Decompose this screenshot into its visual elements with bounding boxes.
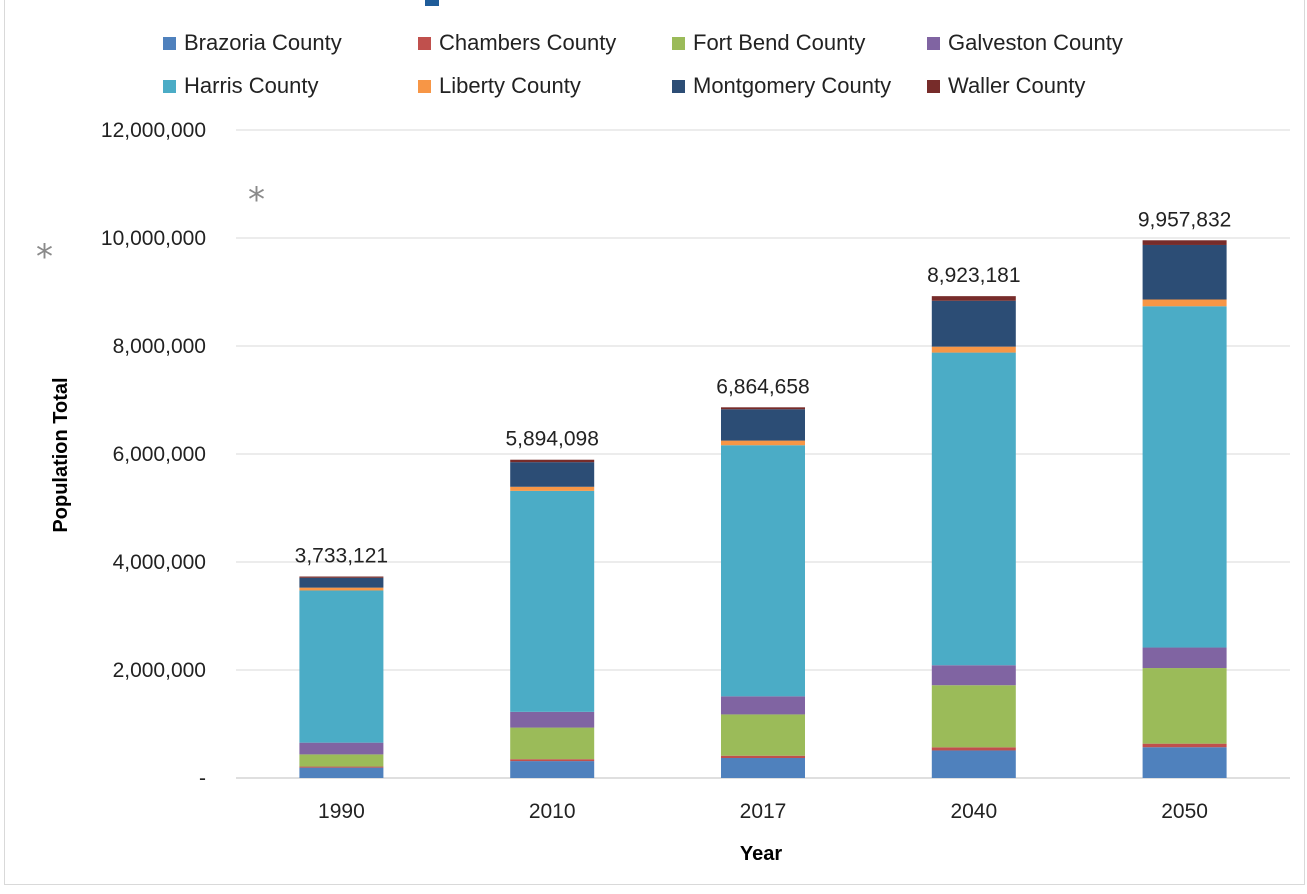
bar-segment bbox=[510, 486, 595, 491]
legend-label-chambers: Chambers County bbox=[439, 30, 617, 55]
bar-segment bbox=[510, 759, 595, 762]
y-tick-label: 4,000,000 bbox=[113, 551, 206, 574]
bar-segment bbox=[299, 742, 384, 755]
bar-segment bbox=[510, 462, 595, 487]
legend-swatch-chambers bbox=[418, 36, 431, 50]
legend-swatch-galveston bbox=[927, 36, 940, 50]
legend-item-liberty: Liberty County bbox=[418, 73, 581, 99]
bar-segment bbox=[721, 440, 805, 446]
bar-segment bbox=[721, 714, 805, 756]
legend-swatch-harris bbox=[163, 79, 176, 93]
legend-label-brazoria: Brazoria County bbox=[184, 30, 342, 55]
legend-item-montgomery: Montgomery County bbox=[672, 73, 891, 99]
bar-segment bbox=[510, 711, 595, 728]
x-tick-label: 2017 bbox=[740, 800, 787, 823]
y-tick-label: 2,000,000 bbox=[113, 659, 206, 682]
bar-segment bbox=[299, 587, 384, 591]
y-tick-label: 12,000,000 bbox=[101, 119, 206, 142]
bar-segment bbox=[721, 696, 805, 715]
bar-segment bbox=[510, 490, 595, 712]
bar-segment bbox=[931, 352, 1016, 666]
bar-segment bbox=[721, 445, 805, 697]
legend-swatch-waller bbox=[927, 79, 940, 93]
bar-segment bbox=[931, 747, 1016, 751]
bar-segment bbox=[1142, 299, 1227, 307]
bar-segment bbox=[299, 577, 384, 588]
total-labels: 3,733,121 5,894,098 6,864,658 8,923,181 9,95… bbox=[295, 208, 1232, 567]
x-tick-label: 1990 bbox=[318, 800, 365, 823]
legend-item-waller: Waller County bbox=[927, 73, 1085, 99]
bar-segment bbox=[931, 665, 1016, 686]
y-axis-title: Population Total bbox=[50, 377, 72, 532]
bar-segment bbox=[510, 727, 595, 760]
bar-segment bbox=[510, 459, 595, 463]
y-tick-label: 6,000,000 bbox=[113, 443, 206, 466]
title-fragment bbox=[425, 0, 439, 6]
y-tick-label: - bbox=[199, 767, 206, 790]
y-tick-label: 8,000,000 bbox=[113, 335, 206, 358]
bars bbox=[299, 240, 1227, 778]
bar-segment bbox=[721, 758, 805, 778]
bar-segment bbox=[1142, 244, 1227, 300]
bar-segment bbox=[1142, 647, 1227, 669]
legend-label-fort-bend: Fort Bend County bbox=[693, 30, 866, 55]
bar-segment bbox=[299, 590, 384, 743]
bar-segment bbox=[721, 755, 805, 759]
legend-swatch-fort-bend bbox=[672, 36, 685, 50]
total-label: 5,894,098 bbox=[505, 428, 598, 451]
bar-segment bbox=[721, 407, 805, 410]
bar-segment bbox=[299, 754, 384, 767]
bar-segment bbox=[931, 750, 1016, 778]
bar-segment bbox=[1142, 306, 1227, 648]
legend-item-harris: Harris County bbox=[163, 73, 318, 99]
chart-frame bbox=[4, 0, 1305, 885]
bar-segment bbox=[299, 766, 384, 768]
bar-segment bbox=[931, 296, 1016, 301]
legend-item-brazoria: Brazoria County bbox=[163, 30, 342, 56]
bar-segment bbox=[931, 685, 1016, 748]
total-label: 9,957,832 bbox=[1138, 208, 1231, 231]
x-axis-title: Year bbox=[740, 843, 782, 865]
total-label: 8,923,181 bbox=[927, 264, 1020, 287]
legend-swatch-montgomery bbox=[672, 79, 685, 93]
x-axis-ticks: 1990 2010 2017 2040 2050 bbox=[318, 800, 1208, 823]
total-label: 6,864,658 bbox=[716, 375, 809, 398]
legend-label-galveston: Galveston County bbox=[948, 30, 1123, 55]
bar-segment bbox=[931, 300, 1016, 347]
legend-swatch-brazoria bbox=[163, 36, 176, 50]
asterisk-mark: * bbox=[248, 180, 265, 220]
bar-segment bbox=[1142, 747, 1227, 778]
legend-label-montgomery: Montgomery County bbox=[693, 73, 892, 98]
total-label: 3,733,121 bbox=[295, 545, 388, 568]
legend-item-fort-bend: Fort Bend County bbox=[672, 30, 865, 56]
y-axis-ticks: - 2,000,000 4,000,000 6,000,000 8,000,000 10,… bbox=[101, 119, 206, 790]
bar-segment bbox=[299, 767, 384, 778]
bar-segment bbox=[931, 346, 1016, 353]
legend-label-harris: Harris County bbox=[184, 73, 319, 98]
legend-label-liberty: Liberty County bbox=[439, 73, 581, 98]
bar-segment bbox=[721, 409, 805, 441]
bar-segment bbox=[1142, 668, 1227, 744]
bar-segment bbox=[1142, 743, 1227, 748]
legend-swatch-liberty bbox=[418, 79, 431, 93]
bar-segment bbox=[510, 761, 595, 778]
legend-item-galveston: Galveston County bbox=[927, 30, 1123, 56]
legend-item-chambers: Chambers County bbox=[418, 30, 616, 56]
bar-segment bbox=[299, 576, 384, 578]
asterisk-mark: * bbox=[36, 237, 53, 277]
x-tick-label: 2040 bbox=[950, 800, 997, 823]
y-tick-label: 10,000,000 bbox=[101, 227, 206, 250]
bar-segment bbox=[1142, 240, 1227, 245]
x-tick-label: 2010 bbox=[529, 800, 576, 823]
x-tick-label: 2050 bbox=[1161, 800, 1208, 823]
legend-label-waller: Waller County bbox=[948, 73, 1086, 98]
